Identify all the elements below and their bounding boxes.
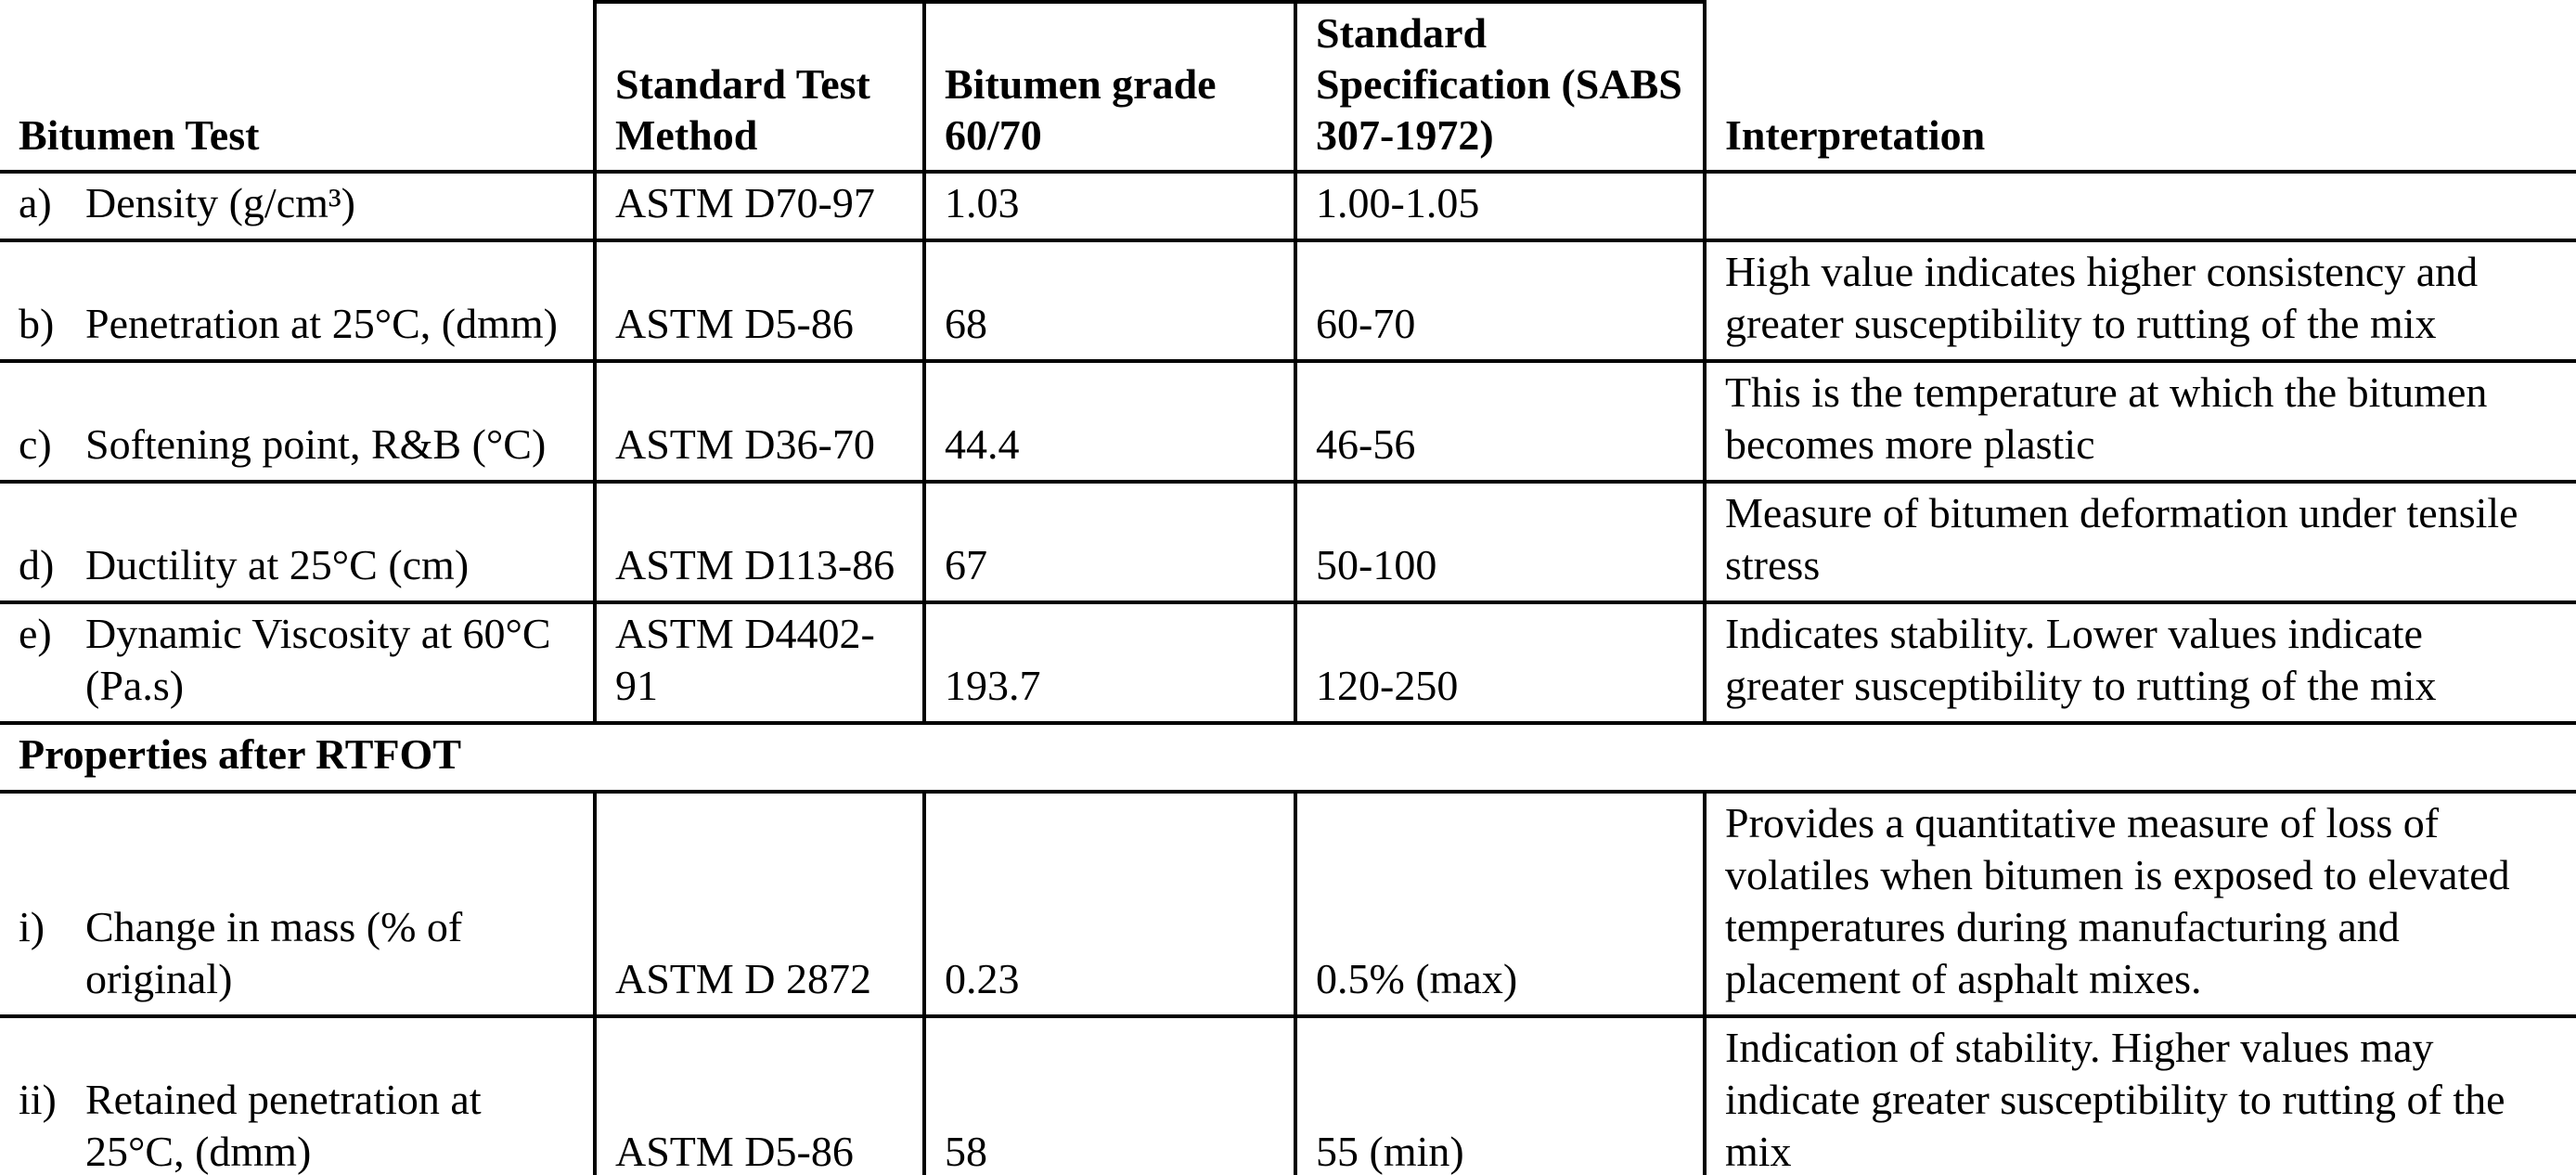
test-cell: c) Softening point, R&B (°C) xyxy=(0,361,595,484)
spec-value-cell: 46-56 xyxy=(1294,361,1705,484)
spec-value-cell: 120-250 xyxy=(1294,602,1705,725)
test-name: Change in mass (% of original) xyxy=(85,903,463,1002)
table-row-a-density: a) Density (g/cm³) ASTM D70-97 1.03 1.00… xyxy=(0,172,2576,242)
table-row-c-softening-point: c) Softening point, R&B (°C) ASTM D36-70… xyxy=(0,361,2576,484)
column-header-bitumen-test: Bitumen Test xyxy=(0,2,595,174)
row-marker: e) xyxy=(19,610,52,657)
table-row-i-change-in-mass: i) Change in mass (% of original) ASTM D… xyxy=(0,792,2576,1018)
method-cell: ASTM D36-70 xyxy=(593,361,924,484)
table-row-b-penetration: b) Penetration at 25°C, (dmm) ASTM D5-86… xyxy=(0,240,2576,363)
method-cell: ASTM D113-86 xyxy=(593,482,924,604)
spec-value-cell: 55 (min) xyxy=(1294,1016,1705,1175)
grade-value-cell: 0.23 xyxy=(922,792,1295,1018)
row-marker: i) xyxy=(19,903,45,950)
column-header-interpretation: Interpretation xyxy=(1703,2,2576,174)
interpretation-cell: High value indicates higher consistency … xyxy=(1703,240,2576,363)
method-cell: ASTM D4402-91 xyxy=(593,602,924,725)
row-marker: c) xyxy=(19,420,52,468)
test-name: Ductility at 25°C (cm) xyxy=(85,541,470,588)
spec-value-cell: 50-100 xyxy=(1294,482,1705,604)
method-cell: ASTM D70-97 xyxy=(593,172,924,242)
test-cell: d) Ductility at 25°C (cm) xyxy=(0,482,595,604)
interpretation-cell xyxy=(1703,172,2576,242)
grade-value-cell: 58 xyxy=(922,1016,1295,1175)
method-cell: ASTM D5-86 xyxy=(593,1016,924,1175)
column-header-bitumen-grade: Bitumen grade 60/70 xyxy=(922,0,1295,174)
test-cell: i) Change in mass (% of original) xyxy=(0,792,595,1018)
grade-value-cell: 1.03 xyxy=(922,172,1295,242)
row-marker: b) xyxy=(19,300,55,347)
spec-value-cell: 0.5% (max) xyxy=(1294,792,1705,1018)
test-cell: e) Dynamic Viscosity at 60°C (Pa.s) xyxy=(0,602,595,725)
test-cell: ii) Retained penetration at 25°C, (dmm) xyxy=(0,1016,595,1175)
method-cell: ASTM D 2872 xyxy=(593,792,924,1018)
column-header-standard-test-method: Standard Test Method xyxy=(593,0,924,174)
grade-value-cell: 44.4 xyxy=(922,361,1295,484)
section-header-rtfot: Properties after RTFOT xyxy=(0,723,2576,794)
interpretation-cell: Indicates stability. Lower values indica… xyxy=(1703,602,2576,725)
grade-value-cell: 193.7 xyxy=(922,602,1295,725)
method-cell: ASTM D5-86 xyxy=(593,240,924,363)
interpretation-cell: Indication of stability. Higher values m… xyxy=(1703,1016,2576,1175)
section-header-row: Properties after RTFOT xyxy=(0,723,2576,794)
test-cell: b) Penetration at 25°C, (dmm) xyxy=(0,240,595,363)
column-header-standard-specification: Standard Specification (SABS 307-1972) xyxy=(1294,0,1705,174)
test-name: Softening point, R&B (°C) xyxy=(85,420,547,468)
table-row-e-dynamic-viscosity: e) Dynamic Viscosity at 60°C (Pa.s) ASTM… xyxy=(0,602,2576,725)
table-row-d-ductility: d) Ductility at 25°C (cm) ASTM D113-86 6… xyxy=(0,482,2576,604)
header-row: Bitumen Test Standard Test Method Bitume… xyxy=(0,0,2576,174)
test-name: Density (g/cm³) xyxy=(85,179,356,226)
table-row-ii-retained-penetration: ii) Retained penetration at 25°C, (dmm) … xyxy=(0,1016,2576,1175)
row-marker: d) xyxy=(19,541,55,588)
row-marker: ii) xyxy=(19,1076,57,1123)
test-name: Penetration at 25°C, (dmm) xyxy=(85,300,558,347)
grade-value-cell: 68 xyxy=(922,240,1295,363)
interpretation-cell: Provides a quantitative measure of loss … xyxy=(1703,792,2576,1018)
test-name: Retained penetration at 25°C, (dmm) xyxy=(85,1076,482,1175)
spec-value-cell: 1.00-1.05 xyxy=(1294,172,1705,242)
interpretation-cell: This is the temperature at which the bit… xyxy=(1703,361,2576,484)
row-marker: a) xyxy=(19,179,52,226)
spec-value-cell: 60-70 xyxy=(1294,240,1705,363)
test-name: Dynamic Viscosity at 60°C (Pa.s) xyxy=(85,610,551,709)
interpretation-cell: Measure of bitumen deformation under ten… xyxy=(1703,482,2576,604)
grade-value-cell: 67 xyxy=(922,482,1295,604)
test-cell: a) Density (g/cm³) xyxy=(0,172,595,242)
